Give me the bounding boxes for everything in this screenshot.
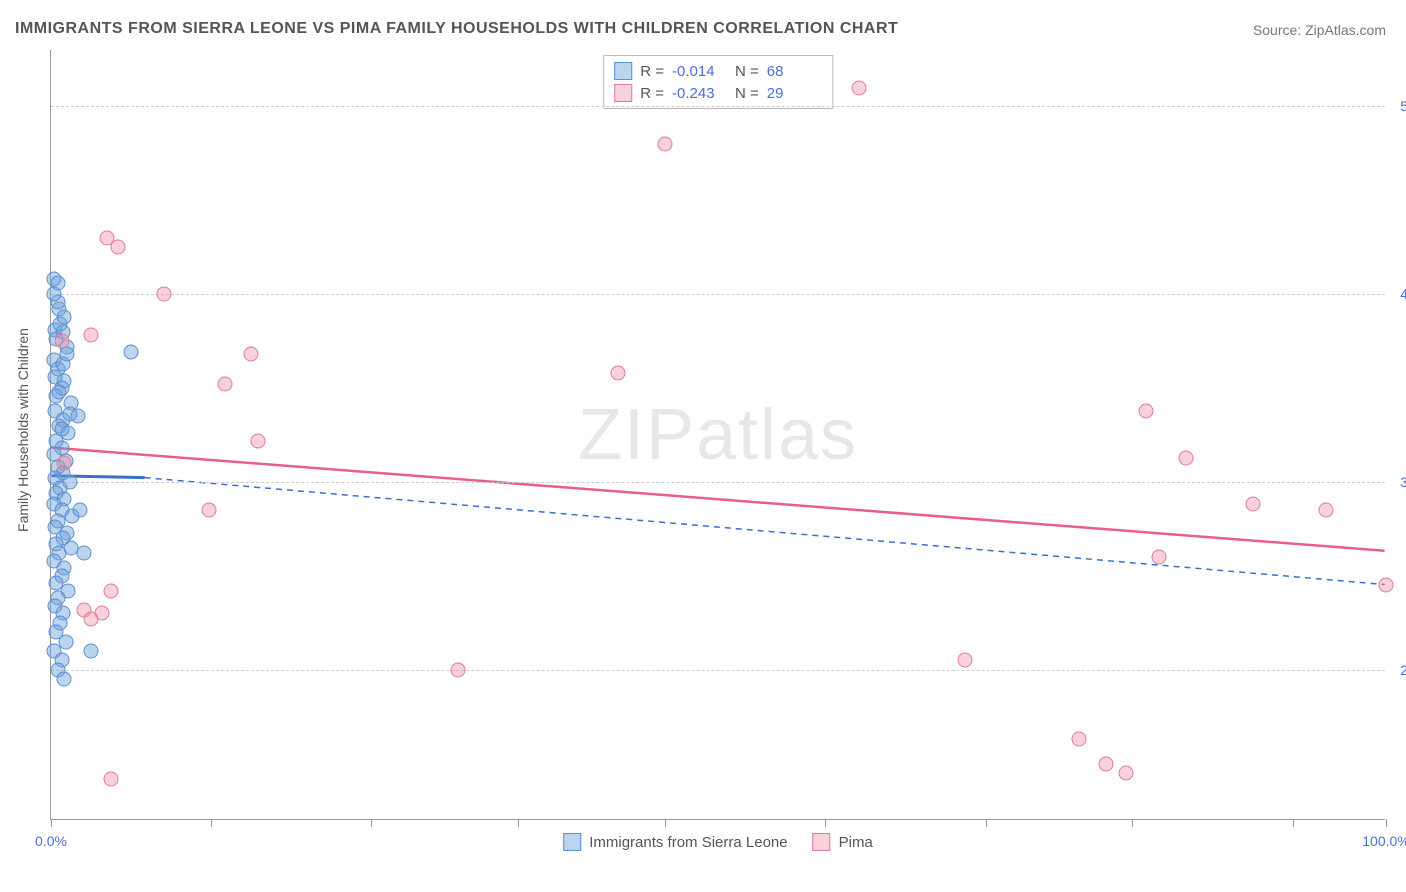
scatter-point <box>73 503 88 518</box>
y-tick-label: 40.0% <box>1400 286 1406 302</box>
n-label: N = <box>735 63 759 80</box>
watermark: ZIPatlas <box>578 394 858 476</box>
scatter-point <box>46 287 61 302</box>
scatter-point <box>1379 578 1394 593</box>
scatter-point <box>84 643 99 658</box>
scatter-point <box>851 80 866 95</box>
series-legend-label: Pima <box>839 834 873 851</box>
n-value: 68 <box>767 63 822 80</box>
scatter-point <box>157 287 172 302</box>
trend-lines-layer <box>51 50 1385 819</box>
n-value: 29 <box>767 85 822 102</box>
x-tick <box>1386 819 1387 827</box>
x-tick <box>371 819 372 827</box>
scatter-point <box>124 345 139 360</box>
scatter-point <box>217 377 232 392</box>
y-tick-label: 50.0% <box>1400 98 1406 114</box>
r-value: -0.014 <box>672 63 727 80</box>
scatter-point <box>57 309 72 324</box>
scatter-point <box>104 771 119 786</box>
scatter-point <box>110 240 125 255</box>
scatter-point <box>658 136 673 151</box>
scatter-point <box>1152 550 1167 565</box>
scatter-point <box>52 384 67 399</box>
scatter-point <box>1245 497 1260 512</box>
chart-source: Source: ZipAtlas.com <box>1253 22 1386 38</box>
scatter-point <box>48 369 63 384</box>
y-tick-label: 30.0% <box>1400 474 1406 490</box>
gridline <box>51 670 1385 671</box>
x-tick-label: 100.0% <box>1362 833 1406 849</box>
gridline <box>51 106 1385 107</box>
chart-plot-area: ZIPatlas R =-0.014N =68R =-0.243N =29 Im… <box>50 50 1385 820</box>
scatter-point <box>201 503 216 518</box>
r-value: -0.243 <box>672 85 727 102</box>
scatter-point <box>70 409 85 424</box>
scatter-point <box>57 456 72 471</box>
correlation-legend: R = -0.014 N = 68 R = -0.243 N = 29 <box>603 55 833 109</box>
legend-swatch <box>614 62 632 80</box>
chart-title: IMMIGRANTS FROM SIERRA LEONE VS PIMA FAM… <box>15 20 898 38</box>
gridline <box>51 482 1385 483</box>
x-tick <box>211 819 212 827</box>
y-axis-label: Family Households with Children <box>15 328 31 532</box>
r-label: R = <box>640 63 664 80</box>
scatter-point <box>1071 732 1086 747</box>
scatter-point <box>1138 403 1153 418</box>
series-legend-label: Immigrants from Sierra Leone <box>589 834 787 851</box>
x-tick <box>1132 819 1133 827</box>
correlation-legend-row: R = -0.243 N = 29 <box>614 82 822 104</box>
x-tick <box>665 819 666 827</box>
scatter-point <box>611 366 626 381</box>
scatter-point <box>57 672 72 687</box>
scatter-point <box>84 612 99 627</box>
trend-line-extrapolation <box>145 478 1385 585</box>
scatter-point <box>1098 756 1113 771</box>
x-tick <box>825 819 826 827</box>
scatter-point <box>54 334 69 349</box>
legend-swatch <box>563 833 581 851</box>
scatter-point <box>1318 503 1333 518</box>
scatter-point <box>244 347 259 362</box>
scatter-point <box>1178 450 1193 465</box>
series-legend-item: Pima <box>813 833 873 851</box>
series-legend-item: Immigrants from Sierra Leone <box>563 833 787 851</box>
scatter-point <box>250 433 265 448</box>
scatter-point <box>451 662 466 677</box>
x-tick <box>51 819 52 827</box>
scatter-point <box>60 347 75 362</box>
y-tick-label: 20.0% <box>1400 662 1406 678</box>
legend-swatch <box>813 833 831 851</box>
series-legend: Immigrants from Sierra Leone Pima <box>563 833 873 851</box>
scatter-point <box>958 653 973 668</box>
scatter-point <box>54 422 69 437</box>
scatter-point <box>1118 766 1133 781</box>
gridline <box>51 294 1385 295</box>
x-tick <box>518 819 519 827</box>
scatter-point <box>77 546 92 561</box>
x-tick-label: 0.0% <box>35 833 67 849</box>
scatter-point <box>104 583 119 598</box>
n-label: N = <box>735 85 759 102</box>
correlation-legend-row: R = -0.014 N = 68 <box>614 60 822 82</box>
legend-swatch <box>614 84 632 102</box>
scatter-point <box>84 328 99 343</box>
x-tick <box>1293 819 1294 827</box>
x-tick <box>986 819 987 827</box>
r-label: R = <box>640 85 664 102</box>
